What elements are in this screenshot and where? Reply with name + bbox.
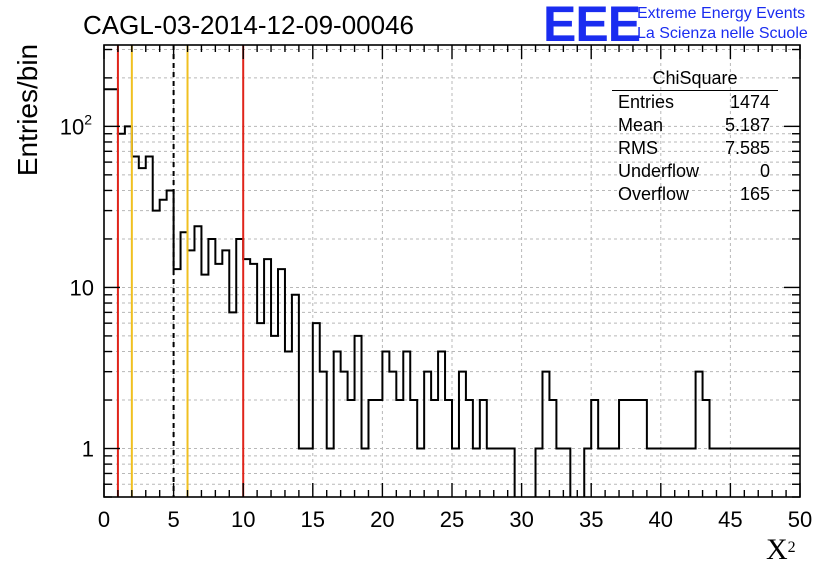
stats-value: 0 bbox=[759, 161, 770, 181]
chart-title: CAGL-03-2014-12-09-00046 bbox=[83, 10, 414, 40]
y-axis-label: Entries/bin bbox=[12, 43, 43, 177]
stats-value: 1474 bbox=[729, 92, 770, 112]
stats-label: Overflow bbox=[618, 184, 690, 204]
eee-logo: EEE bbox=[543, 0, 641, 52]
logo-line-1: Extreme Energy Events bbox=[637, 5, 806, 22]
stats-value: 165 bbox=[739, 184, 770, 204]
stats-label: Mean bbox=[618, 115, 664, 135]
x-axis-label-exponent: 2 bbox=[787, 539, 796, 556]
histogram-series bbox=[104, 88, 800, 497]
x-tick-label: 25 bbox=[440, 507, 464, 532]
x-tick-label: 35 bbox=[579, 507, 603, 532]
stats-row-entries: Entries 1474 bbox=[612, 91, 778, 114]
x-axis-label: X2 bbox=[766, 533, 796, 567]
stats-label: RMS bbox=[618, 138, 658, 158]
stats-row-rms: RMS 7.585 bbox=[612, 137, 778, 160]
x-tick-label: 5 bbox=[167, 507, 179, 532]
x-tick-label: 0 bbox=[98, 507, 110, 532]
stats-row-overflow: Overflow 165 bbox=[612, 183, 778, 206]
logo-line-2: La Scienza nelle Scuole bbox=[637, 25, 808, 42]
stats-box-title: ChiSquare bbox=[612, 68, 778, 91]
y-tick-label: 10 bbox=[70, 275, 94, 300]
x-tick-label: 20 bbox=[370, 507, 394, 532]
x-tick-label: 50 bbox=[788, 507, 812, 532]
stats-value: 7.585 bbox=[724, 138, 770, 158]
x-tick-label: 45 bbox=[718, 507, 742, 532]
x-tick-label: 10 bbox=[231, 507, 255, 532]
stats-row-underflow: Underflow 0 bbox=[612, 160, 778, 183]
x-tick-label: 40 bbox=[649, 507, 673, 532]
x-tick-label: 30 bbox=[509, 507, 533, 532]
y-tick-label: 102 bbox=[60, 111, 92, 139]
x-tick-label: 15 bbox=[301, 507, 325, 532]
stats-label: Underflow bbox=[618, 161, 700, 181]
stats-label: Entries bbox=[618, 92, 675, 112]
stats-row-mean: Mean 5.187 bbox=[612, 114, 778, 137]
stats-box: ChiSquare Entries 1474 Mean 5.187 RMS 7.585… bbox=[612, 68, 778, 206]
y-tick-label: 1 bbox=[82, 437, 94, 462]
x-axis-label-symbol: X bbox=[766, 533, 788, 566]
stats-value: 5.187 bbox=[724, 115, 770, 135]
